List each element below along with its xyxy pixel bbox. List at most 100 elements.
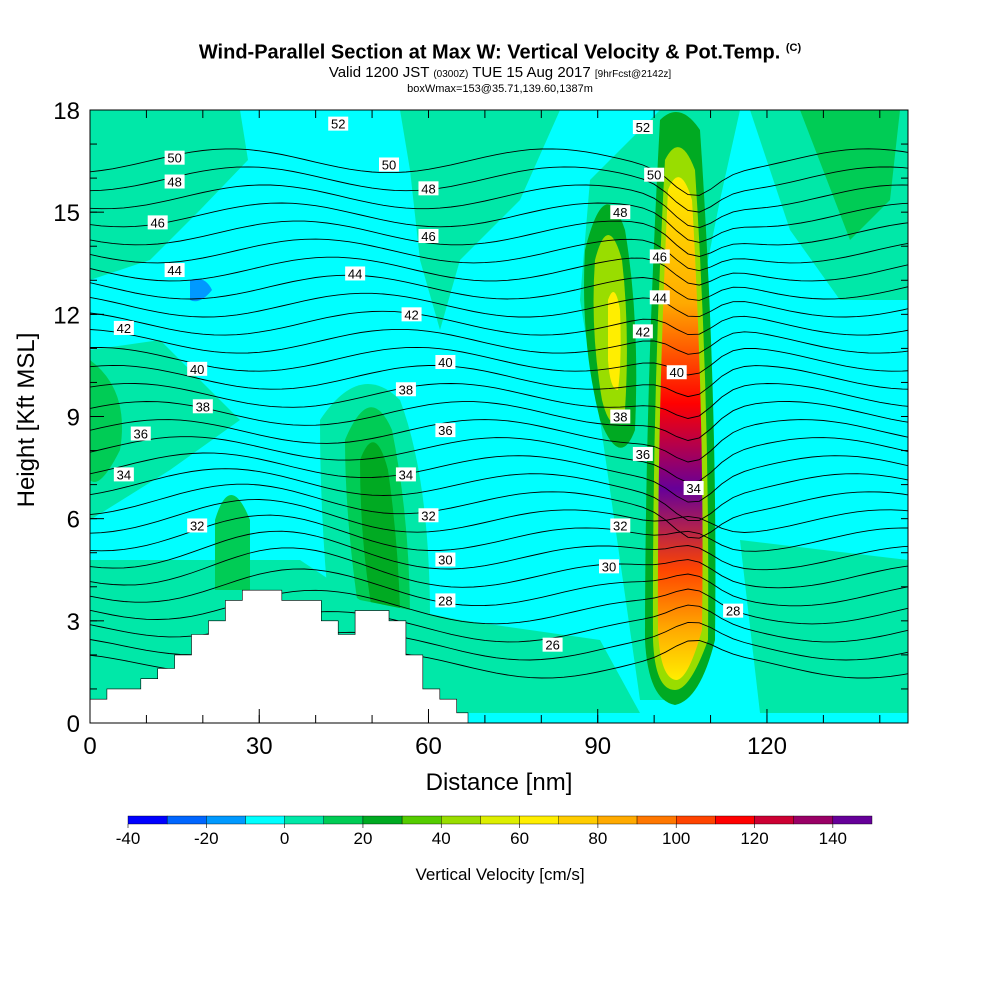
theta-label: 44: [348, 266, 362, 281]
colorbar-bin: [166, 815, 207, 825]
valid-time: Valid 1200 JST: [328, 63, 430, 81]
theta-label: 36: [438, 423, 452, 438]
colorbar-bin: [323, 815, 364, 825]
y-tick-label: 9: [67, 405, 80, 432]
title-main: Wind-Parallel Section at Max W: Vertical…: [198, 41, 781, 64]
x-tick-label: 90: [584, 733, 611, 760]
theta-label-bg: [187, 518, 208, 533]
colorbar-label: Vertical Velocity [cm/s]: [415, 865, 584, 884]
theta-label: 40: [669, 365, 683, 380]
x-axis: 0 30 60 90 120: [83, 110, 881, 760]
colorbar-bin: [362, 815, 403, 825]
y-tick-label: 12: [53, 302, 80, 329]
x-axis-label: Distance [nm]: [426, 769, 573, 796]
theta-line: [90, 310, 908, 336]
theta-label: 46: [421, 229, 435, 244]
theta-line: [90, 436, 908, 484]
theta-line: [90, 483, 908, 539]
theta-label: 42: [404, 307, 418, 322]
theta-label-bg: [435, 355, 456, 370]
terrain-mask: [89, 589, 469, 724]
theta-label-bg: [723, 603, 744, 618]
theta-label-bg: [610, 409, 631, 424]
theta-label: 36: [636, 447, 650, 462]
theta-line: [90, 419, 908, 463]
theta-label: 28: [726, 604, 740, 619]
theta-label-bg: [395, 467, 416, 482]
theta-label-bg: [632, 120, 653, 135]
colorbar-bin: [441, 815, 481, 825]
theta-label: 32: [190, 518, 204, 533]
theta-line: [90, 184, 908, 229]
theta-label: 40: [190, 362, 204, 377]
box-wmax-info: boxWmax=153@35.71,139.60,1387m: [407, 82, 593, 95]
theta-label: 34: [686, 481, 700, 496]
colorbar-bin: [832, 815, 873, 825]
theta-label-bg: [345, 266, 366, 281]
theta-label-bg: [418, 508, 439, 523]
colorbar-tick-label: 40: [432, 829, 451, 848]
theta-label-bg: [418, 229, 439, 244]
theta-label: 44: [653, 290, 667, 305]
theta-label: 50: [382, 157, 396, 172]
theta-label-bg: [435, 423, 456, 438]
chart-titles: Wind-Parallel Section at Max W: Vertical…: [0, 36, 1000, 96]
shade-left-edge: [90, 360, 122, 482]
colorbar-tick-label: 120: [740, 829, 768, 848]
theta-label-bg: [395, 382, 416, 397]
theta-label: 50: [647, 168, 661, 183]
theta-line: [90, 256, 908, 286]
theta-label: 32: [421, 508, 435, 523]
x-tick-label: 0: [83, 733, 96, 760]
theta-label: 38: [196, 399, 210, 414]
title-copyright: (C): [785, 42, 802, 54]
theta-label: 38: [399, 382, 413, 397]
theta-label-bg: [164, 150, 185, 165]
shade-lower-right: [740, 540, 908, 713]
theta-label: 52: [636, 120, 650, 135]
shade-center-plume-core: [360, 442, 400, 610]
theta-label-bg: [644, 167, 665, 182]
y-tick-label: 0: [67, 711, 80, 738]
theta-label-bg: [378, 157, 399, 172]
colorbar-tick-label: 100: [662, 829, 690, 848]
colorbar-tick-label: 0: [280, 829, 289, 848]
theta-label: 42: [636, 324, 650, 339]
theta-label: 36: [134, 427, 148, 442]
colorbar-bin: [793, 815, 834, 825]
theta-label-bg: [418, 181, 439, 196]
theta-line: [90, 292, 908, 318]
theta-label: 28: [438, 593, 452, 608]
y-tick-label: 15: [53, 200, 80, 227]
y-tick-label: 6: [67, 507, 80, 534]
theta-label: 32: [613, 518, 627, 533]
theta-label: 26: [545, 638, 559, 653]
colorbar-bin: [206, 815, 246, 825]
colorbar-tick-label: -40: [116, 829, 141, 848]
theta-label: 46: [150, 215, 164, 230]
theta-line: [90, 274, 908, 301]
theta-label: 48: [613, 205, 627, 220]
x-tick-label: 30: [246, 733, 273, 760]
theta-label-bg: [683, 481, 704, 496]
theta-labels: 52 52 50 50 50 48 48 48 46 46 46 44 44 44 42 42 42 40 40 40…: [113, 116, 744, 653]
theta-label-bg: [328, 116, 349, 131]
colorbar-tick-label: 20: [353, 829, 372, 848]
theta-line: [90, 547, 908, 589]
theta-label-bg: [542, 637, 563, 652]
colorbar-bin: [558, 815, 599, 825]
colorbar-bin: [245, 815, 285, 825]
theta-label-bg: [610, 518, 631, 533]
theta-label: 44: [167, 263, 181, 278]
theta-label-bg: [164, 263, 185, 278]
valid-utc: (0300Z): [433, 68, 469, 80]
theta-label: 40: [438, 355, 452, 370]
colorbar-bin: [597, 815, 638, 825]
colorbar-tick-label: 140: [819, 829, 847, 848]
valid-date: TUE 15 Aug 2017: [472, 63, 591, 81]
theta-line: [90, 166, 908, 213]
colorbar-bin: [636, 815, 677, 825]
theta-label-bg: [649, 249, 670, 264]
shade-downdraft: [190, 278, 212, 302]
shade-ridge-updraft: [215, 495, 250, 590]
